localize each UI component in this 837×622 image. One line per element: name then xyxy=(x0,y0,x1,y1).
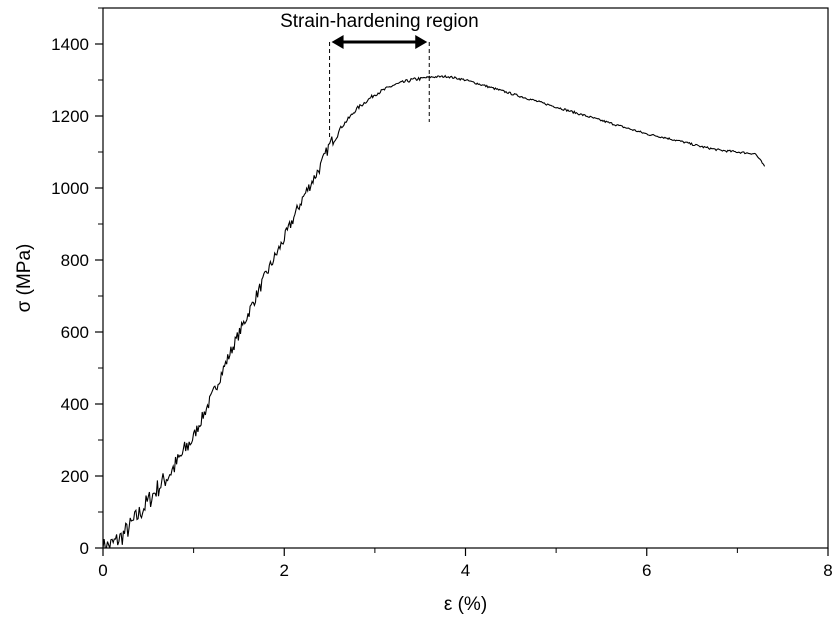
y-tick-label: 400 xyxy=(61,395,89,414)
x-tick-label: 4 xyxy=(461,561,470,580)
annotation-arrowhead-right xyxy=(415,35,428,49)
y-tick-label: 1000 xyxy=(51,179,89,198)
x-axis-ticks: 0 2 4 6 8 xyxy=(98,548,833,580)
annotation-arrowhead-left xyxy=(331,35,344,49)
y-tick-label: 1200 xyxy=(51,107,89,126)
y-tick-label: 800 xyxy=(61,251,89,270)
x-tick-label: 8 xyxy=(823,561,832,580)
stress-strain-curve xyxy=(102,74,766,549)
y-tick-label: 200 xyxy=(61,467,89,486)
strain-hardening-annotation: Strain-hardening region xyxy=(280,11,479,140)
x-tick-label: 0 xyxy=(98,561,107,580)
plot-frame xyxy=(102,7,829,549)
plot-border xyxy=(102,7,829,549)
annotation-label: Strain-hardening region xyxy=(280,11,479,32)
y-axis-ticks: 0 200 400 600 800 1000 1200 1400 xyxy=(51,7,103,558)
x-axis-label: ε (%) xyxy=(444,594,487,615)
y-tick-label: 600 xyxy=(61,323,89,342)
y-axis-label: σ (MPa) xyxy=(14,244,35,313)
x-tick-label: 6 xyxy=(642,561,651,580)
y-tick-label: 1400 xyxy=(51,35,89,54)
x-tick-label: 2 xyxy=(280,561,289,580)
y-tick-label: 0 xyxy=(80,539,89,558)
